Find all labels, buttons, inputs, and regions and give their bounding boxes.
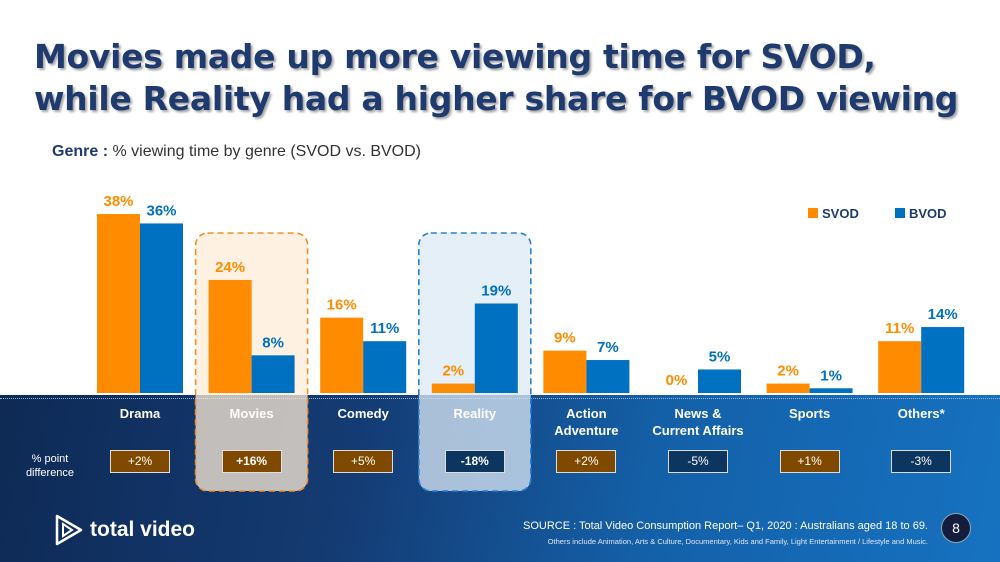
bar-bvod [363,341,407,393]
data-label: 24% [215,259,245,276]
category-label: News & Current Affairs [652,406,744,438]
slide-title: Movies made up more viewing time for SVO… [34,37,959,118]
bar-bvod [698,369,741,393]
data-label: 2% [777,363,799,380]
category-label: Sports [789,406,831,421]
difference-badge: -3% [891,450,952,473]
subtitle-label: Genre : [52,143,109,160]
bar-bvod [474,303,518,393]
difference-label: % point difference [25,453,75,479]
bar-svod [320,317,364,393]
legend-label: SVOD [822,206,859,221]
difference-badge: +2% [556,450,617,473]
data-label: 19% [481,283,511,300]
bar-bvod [251,355,295,393]
bar-bvod [140,223,183,393]
bar-bvod [809,388,853,393]
brand-name: total video [90,518,196,541]
data-label: 36% [146,202,176,219]
subtitle-text: % viewing time by genre (SVOD vs. BVOD) [108,143,421,160]
data-label: 11% [370,320,399,337]
data-label: 2% [442,363,464,380]
difference-badge: +5% [333,450,394,473]
category-label: Action Adventure [554,406,619,438]
data-label: 5% [709,348,731,365]
subtitle: Genre : % viewing time by genre (SVOD vs… [52,143,421,161]
data-label: 0% [666,372,688,389]
difference-badge: +1% [779,450,840,473]
data-label: 7% [597,339,619,356]
bar-svod [97,214,140,393]
difference-badge: +2% [110,450,170,473]
legend-label: BVOD [909,206,947,221]
bar-svod [543,350,587,393]
footnote: Others include Animation, Arts & Culture… [547,537,928,546]
data-label: 1% [820,367,842,384]
legend-swatch [895,208,905,218]
bar-bvod [586,360,630,393]
difference-badge: +16% [221,450,282,473]
category-label: Reality [453,406,497,421]
data-label: 38% [103,193,133,210]
play-logo-icon [55,514,83,546]
page-number: 8 [941,513,971,543]
data-label: 16% [327,297,357,314]
brand-logo: total video [54,514,195,546]
difference-badge: -5% [668,450,728,473]
data-label: 9% [554,330,576,347]
category-label: Comedy [337,406,389,421]
bar-svod [208,279,252,393]
bar-svod [766,383,810,393]
bar-svod [878,341,922,393]
source-text: SOURCE : Total Video Consumption Report–… [522,520,928,532]
category-label: Others* [897,406,945,421]
data-label: 11% [885,320,914,337]
difference-badge: -18% [444,450,505,473]
bar-svod [431,383,475,393]
legend-swatch [808,208,818,218]
data-label: 8% [262,334,284,351]
data-label: 14% [928,306,958,323]
category-label: Drama [119,406,161,421]
bar-bvod [921,327,965,393]
category-label: Movies [229,406,274,421]
